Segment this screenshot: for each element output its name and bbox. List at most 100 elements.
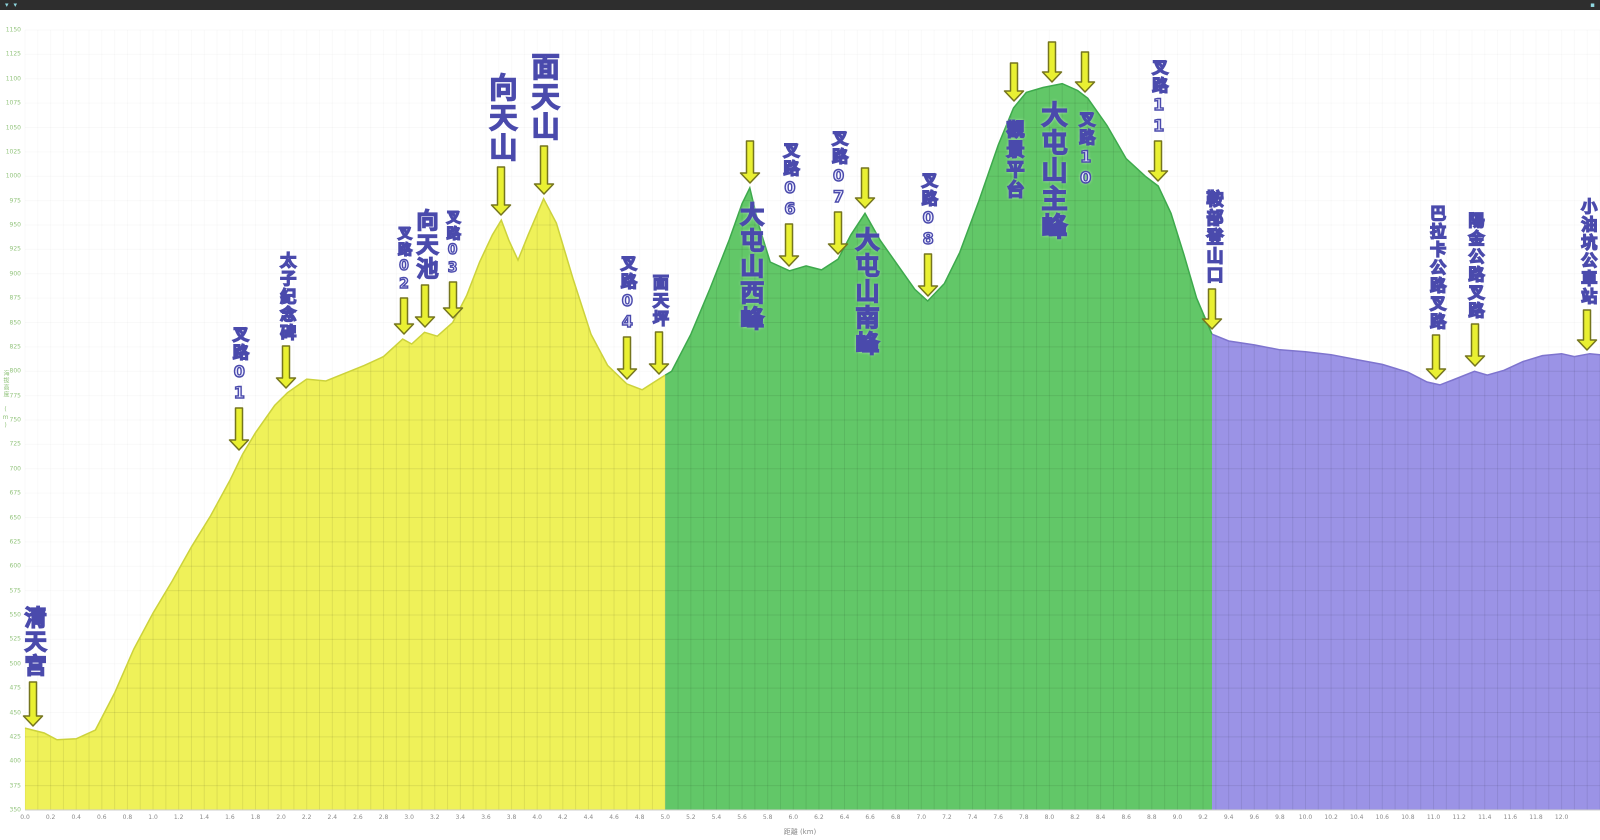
y-tick-label: 850 <box>9 319 21 326</box>
toolbar-marker-icon[interactable]: ▾ <box>5 0 9 9</box>
elevation-chart: 海拔高度 (m) 距離 (km) 0.0 0.2 0.4 0.6 0.8 1.0 1.2 1.… <box>0 10 1600 840</box>
waypoint-label: 向天池 <box>412 209 438 282</box>
x-tick-label: 3.0 <box>404 814 414 821</box>
y-tick-label: 925 <box>9 245 21 253</box>
y-tick-label: 525 <box>9 635 21 643</box>
chart-overlay: 海拔高度 (m) 距離 (km) 0.0 0.2 0.4 0.6 0.8 1.0 1.2 1.… <box>0 10 1600 840</box>
segment-yellow <box>25 198 666 810</box>
y-tick-label: 1125 <box>5 50 21 58</box>
x-tick-label: 10.8 <box>1401 814 1415 821</box>
y-tick-label: 350 <box>9 806 21 814</box>
x-tick-label: 11.2 <box>1452 814 1466 821</box>
x-tick-label: 11.4 <box>1478 814 1492 821</box>
waypoint-arrow-icon <box>778 223 800 271</box>
y-tick-label: 1100 <box>5 75 21 83</box>
y-tick-label: 425 <box>9 733 21 741</box>
waypoint-label: 叉路07 <box>828 129 849 209</box>
toolbar-marker-icon[interactable]: ▾ <box>13 0 18 9</box>
x-tick-label: 4.8 <box>634 814 645 821</box>
waypoint-label: 叉路03 <box>444 209 461 278</box>
y-tick-label: 975 <box>9 197 21 205</box>
y-tick-label: 725 <box>9 440 21 448</box>
x-tick-label: 3.2 <box>429 814 440 821</box>
y-tick-label: 1000 <box>5 172 21 180</box>
x-tick-label: 2.6 <box>353 814 363 821</box>
x-tick-label: 11.8 <box>1529 814 1543 821</box>
waypoint-arrow-icon <box>533 144 555 199</box>
waypoint-arrow-icon <box>275 344 297 393</box>
top-toolbar: ▾ ▾ ▪ <box>0 0 1600 10</box>
waypoint-arrow-icon <box>854 167 876 213</box>
waypoint-arrow-icon <box>1147 140 1169 186</box>
x-tick-label: 9.2 <box>1198 814 1208 821</box>
x-tick-label: 2.2 <box>301 814 312 821</box>
y-tick-label: 550 <box>9 611 21 619</box>
y-tick-label: 450 <box>9 709 21 716</box>
x-tick-label: 0.8 <box>122 814 133 821</box>
x-tick-label: 4.6 <box>609 814 619 821</box>
y-tick-label: 800 <box>9 367 21 375</box>
x-tick-label: 2.8 <box>378 814 389 821</box>
toolbar-left-icons: ▾ ▾ <box>5 0 18 9</box>
waypoint-label: 叉路04 <box>617 254 637 333</box>
x-tick-label: 8.8 <box>1147 814 1157 821</box>
y-tick-label: 1025 <box>5 148 21 156</box>
x-tick-label: 5.0 <box>660 814 671 821</box>
x-tick-label: 10.2 <box>1324 814 1338 821</box>
waypoint-label: 叉路06 <box>780 141 800 220</box>
x-axis-title: 距離 (km) <box>783 828 817 836</box>
waypoint-arrow-icon <box>917 253 939 301</box>
x-tick-label: 7.4 <box>967 814 978 821</box>
y-tick-label: 875 <box>9 294 21 302</box>
waypoint-label: 清天宮 <box>20 605 46 679</box>
x-tick-label: 8.4 <box>1095 814 1106 821</box>
y-tick-label: 750 <box>9 416 21 424</box>
x-tick-label: 1.0 <box>148 814 158 821</box>
x-tick-label: 3.6 <box>481 814 491 821</box>
y-tick-label: 950 <box>9 221 21 229</box>
x-tick-label: 6.2 <box>814 814 824 821</box>
x-tick-label: 5.6 <box>737 814 747 821</box>
x-tick-label: 8.2 <box>1070 814 1080 821</box>
waypoint-arrow-icon <box>414 284 436 332</box>
y-tick-label: 400 <box>9 757 21 765</box>
waypoint-label: 觀景平台 <box>1003 119 1025 201</box>
y-tick-label: 825 <box>9 343 21 351</box>
x-tick-label: 8.6 <box>1121 814 1131 821</box>
waypoint-label: 大屯山主峰 <box>1036 100 1067 241</box>
y-tick-label: 600 <box>9 562 21 570</box>
x-tick-label: 9.0 <box>1172 814 1183 821</box>
y-axis-title: 海拔高度 (m) <box>2 370 9 430</box>
waypoint-label: 叉路10 <box>1076 111 1096 190</box>
x-tick-label: 2.0 <box>276 814 286 821</box>
x-tick-label: 0.2 <box>45 814 56 821</box>
waypoint-label: 叉路11 <box>1149 58 1169 137</box>
x-tick-label: 6.0 <box>788 814 799 821</box>
x-tick-label: 10.4 <box>1350 814 1364 821</box>
y-tick-label: 500 <box>9 660 21 668</box>
waypoint-arrow-icon <box>616 336 638 384</box>
x-tick-label: 5.8 <box>762 814 773 821</box>
waypoint-arrow-icon <box>1464 323 1486 371</box>
y-tick-label: 650 <box>9 514 21 521</box>
x-tick-label: 9.8 <box>1275 814 1285 821</box>
waypoint-arrow-icon <box>490 166 512 220</box>
y-tick-label: 700 <box>9 465 21 473</box>
x-tick-label: 11.6 <box>1503 814 1518 821</box>
x-tick-label: 1.4 <box>199 814 210 821</box>
waypoint-arrow-icon <box>22 681 44 731</box>
x-tick-label: 4.4 <box>583 814 594 821</box>
toolbar-menu-icon[interactable]: ▪ <box>1590 0 1595 9</box>
x-tick-label: 0.6 <box>97 814 107 821</box>
y-tick-label: 775 <box>9 392 21 400</box>
waypoint-arrow-icon <box>1201 288 1223 334</box>
waypoint-label: 面天山 <box>527 51 561 142</box>
waypoint-label: 太子紀念碑 <box>277 251 297 342</box>
x-tick-label: 0.0 <box>20 814 30 821</box>
x-tick-label: 9.4 <box>1223 814 1234 821</box>
x-tick-label: 5.4 <box>711 814 722 821</box>
y-tick-label: 575 <box>9 587 21 595</box>
waypoint-label: 陽金公路叉路 <box>1465 212 1485 321</box>
y-tick-label: 675 <box>9 489 21 497</box>
